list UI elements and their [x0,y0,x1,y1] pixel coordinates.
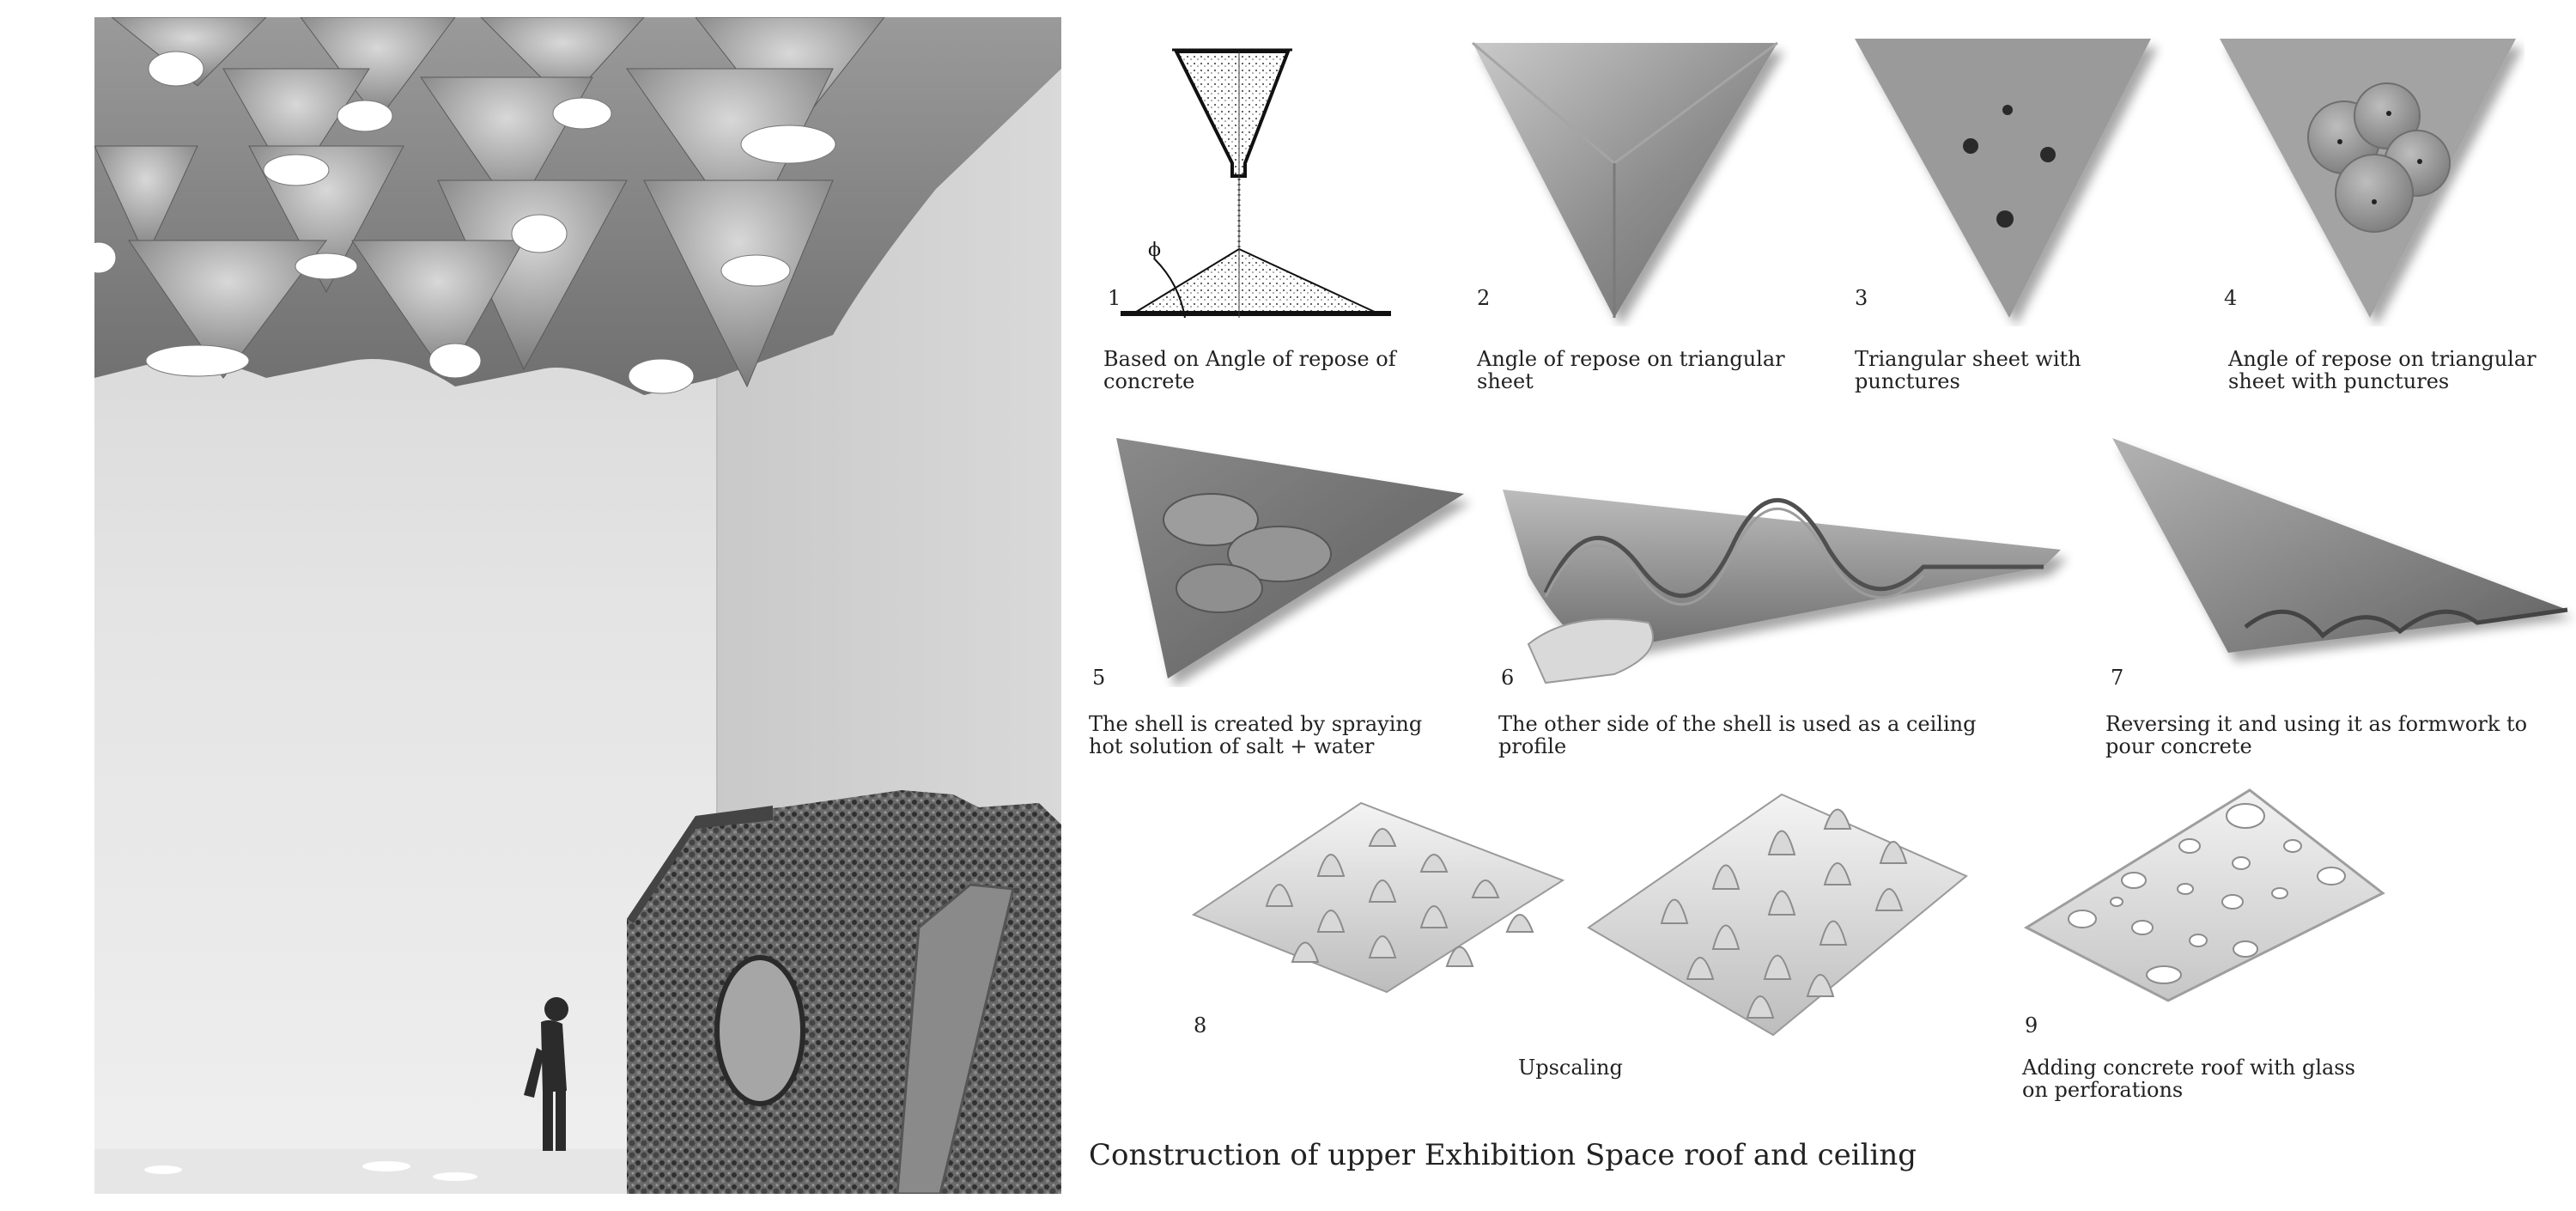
step-caption: Angle of repose on triangular sheet [1477,347,1785,393]
step-number: 6 [1501,666,1515,690]
step-caption: Upscaling [1518,1056,1623,1080]
phi-label: ϕ [1148,240,1161,261]
exhibition-space-render [94,17,1061,1194]
step-number: 5 [1092,666,1106,690]
step-caption: The shell is created by spraying hot sol… [1089,712,1423,758]
step-4-punctured-repose-image [2215,34,2524,326]
step-caption: Angle of repose on triangular sheet with… [2228,347,2537,393]
step-3-punctured-sheet-image [1846,34,2164,326]
step-8-upscaled-surface-left [1189,786,1567,1001]
step-caption: Based on Angle of repose of concrete [1103,347,1396,393]
step-8-upscaled-surface-right [1584,782,1971,1044]
step-2-triangular-sheet-image [1464,34,1790,326]
step-1-angle-of-repose-diagram: ϕ [1103,34,1404,326]
step-caption: Reversing it and using it as formwork to… [2105,712,2528,758]
step-caption: Adding concrete roof with glass on perfo… [2022,1056,2355,1102]
step-9-concrete-roof-image [2022,782,2391,1005]
step-number: 3 [1855,286,1868,310]
step-number: 7 [2111,666,2124,690]
step-6-ceiling-profile-image [1494,438,2078,687]
step-number: 2 [1477,286,1491,310]
step-5-salt-shell-image [1099,429,1477,687]
step-caption: Triangular sheet with punctures [1855,347,2081,393]
step-number: 9 [2025,1013,2038,1038]
step-caption: The other side of the shell is used as a… [1498,712,1977,758]
step-number: 1 [1108,286,1121,310]
step-number: 4 [2224,286,2238,310]
page-title: Construction of upper Exhibition Space r… [1089,1138,1917,1172]
step-number: 8 [1194,1013,1207,1038]
step-7-formwork-image [2108,429,2576,687]
